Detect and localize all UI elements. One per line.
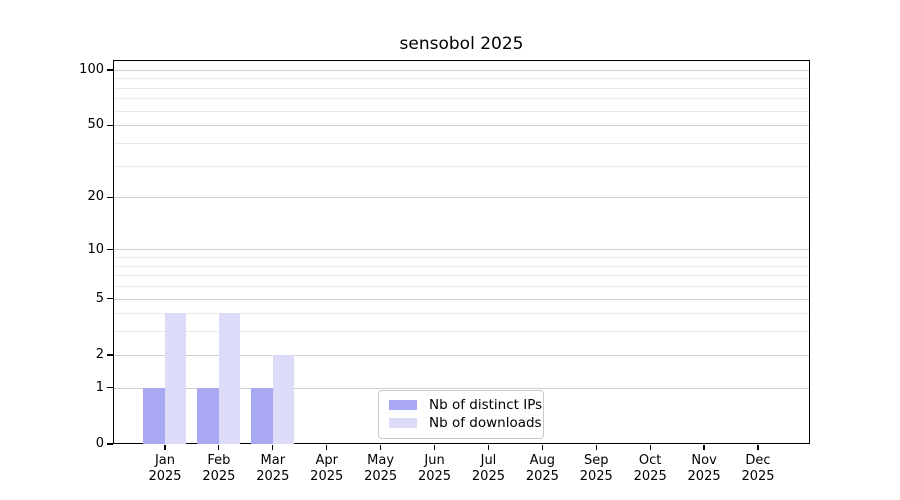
x-tick-label-oct: Oct 2025: [622, 453, 678, 484]
x-tick-label-mar: Mar 2025: [245, 453, 301, 484]
gridline-major-50: [114, 125, 809, 127]
y-tick-label-5: 5: [95, 290, 104, 306]
x-tick-label-year: 2025: [525, 468, 559, 484]
x-tick-label-year: 2025: [310, 468, 344, 484]
gridline-major-100: [114, 69, 809, 71]
gridline-major-10: [114, 249, 809, 251]
y-tick-10: [107, 249, 113, 251]
x-tick-label-year: 2025: [364, 468, 398, 484]
x-tick-label-jan: Jan 2025: [137, 453, 193, 484]
x-tick-label-year: 2025: [687, 468, 721, 484]
gridline-minor-60: [114, 110, 809, 112]
x-tick-label-jun: Jun 2025: [407, 453, 463, 484]
gridline-minor-9: [114, 257, 809, 259]
x-tick-sep: [595, 445, 597, 450]
x-tick-jan: [164, 445, 166, 450]
x-tick-label-aug: Aug 2025: [514, 453, 570, 484]
bar-distinct-ips-feb: [197, 387, 219, 444]
gridline-minor-30: [114, 165, 809, 167]
y-tick-label-2: 2: [95, 346, 104, 362]
gridline-minor-7: [114, 275, 809, 277]
gridline-major-5: [114, 298, 809, 300]
gridline-minor-3: [114, 331, 809, 333]
legend-swatch-distinct-ips: [389, 400, 417, 410]
x-tick-label-may: May 2025: [353, 453, 409, 484]
x-tick-label-year: 2025: [471, 468, 505, 484]
y-tick-100: [107, 69, 113, 71]
gridline-major-1: [114, 387, 809, 389]
gridline-minor-70: [114, 98, 809, 100]
gridline-major-20: [114, 197, 809, 199]
gridline-minor-6: [114, 286, 809, 288]
x-tick-mar: [272, 445, 274, 450]
legend-label-downloads: Nb of downloads: [429, 415, 542, 431]
y-tick-label-1: 1: [95, 379, 104, 395]
x-tick-label-year: 2025: [633, 468, 667, 484]
y-tick-50: [107, 124, 113, 126]
y-tick-label-10: 10: [87, 241, 104, 257]
legend: Nb of distinct IPs Nb of downloads: [378, 390, 544, 439]
x-tick-label-dec: Dec 2025: [730, 453, 786, 484]
x-tick-apr: [326, 445, 328, 450]
x-tick-label-year: 2025: [417, 468, 452, 484]
x-tick-label-jul: Jul 2025: [460, 453, 516, 484]
y-tick-label-0: 0: [95, 436, 104, 451]
bar-downloads-mar: [272, 354, 295, 444]
y-tick-2: [107, 354, 113, 356]
y-tick-label-50: 50: [87, 117, 104, 133]
bar-downloads-jan: [164, 313, 187, 444]
x-tick-label-feb: Feb 2025: [191, 453, 247, 484]
y-tick-0: [107, 443, 113, 445]
y-tick-1: [107, 387, 113, 389]
legend-item-downloads: Nb of downloads: [389, 414, 542, 432]
x-tick-label-nov: Nov 2025: [676, 453, 732, 484]
gridline-minor-8: [114, 265, 809, 267]
x-tick-nov: [703, 445, 705, 450]
plot-area: [113, 60, 810, 444]
x-tick-jul: [487, 445, 490, 450]
x-tick-label-apr: Apr 2025: [299, 453, 355, 484]
x-tick-label-year: 2025: [579, 468, 613, 484]
gridline-minor-4: [114, 313, 809, 315]
chart-title: sensobol 2025: [399, 34, 524, 54]
x-tick-label-year: 2025: [202, 468, 236, 484]
x-tick-aug: [541, 445, 543, 450]
x-tick-may: [380, 445, 382, 450]
x-tick-label-sep: Sep 2025: [568, 453, 624, 484]
legend-swatch-downloads: [389, 418, 417, 428]
x-tick-jun: [433, 445, 436, 450]
bar-distinct-ips-mar: [251, 387, 273, 444]
gridline-minor-80: [114, 87, 809, 89]
bar-downloads-feb: [218, 313, 241, 444]
gridline-minor-40: [114, 142, 809, 144]
y-tick-20: [107, 196, 113, 198]
x-tick-label-year: 2025: [148, 468, 182, 484]
x-tick-label-year: 2025: [741, 468, 775, 484]
x-tick-label-year: 2025: [256, 468, 290, 484]
gridline-minor-90: [114, 78, 809, 80]
gridline-major-2: [114, 354, 809, 356]
x-tick-feb: [218, 445, 220, 450]
y-tick-label-20: 20: [87, 189, 104, 205]
legend-label-distinct-ips: Nb of distinct IPs: [429, 397, 543, 413]
y-tick-label-100: 100: [79, 62, 104, 77]
bar-distinct-ips-jan: [143, 387, 165, 444]
x-tick-dec: [757, 445, 759, 450]
y-tick-5: [107, 298, 113, 300]
x-tick-oct: [649, 445, 651, 450]
legend-item-distinct-ips: Nb of distinct IPs: [389, 396, 542, 414]
